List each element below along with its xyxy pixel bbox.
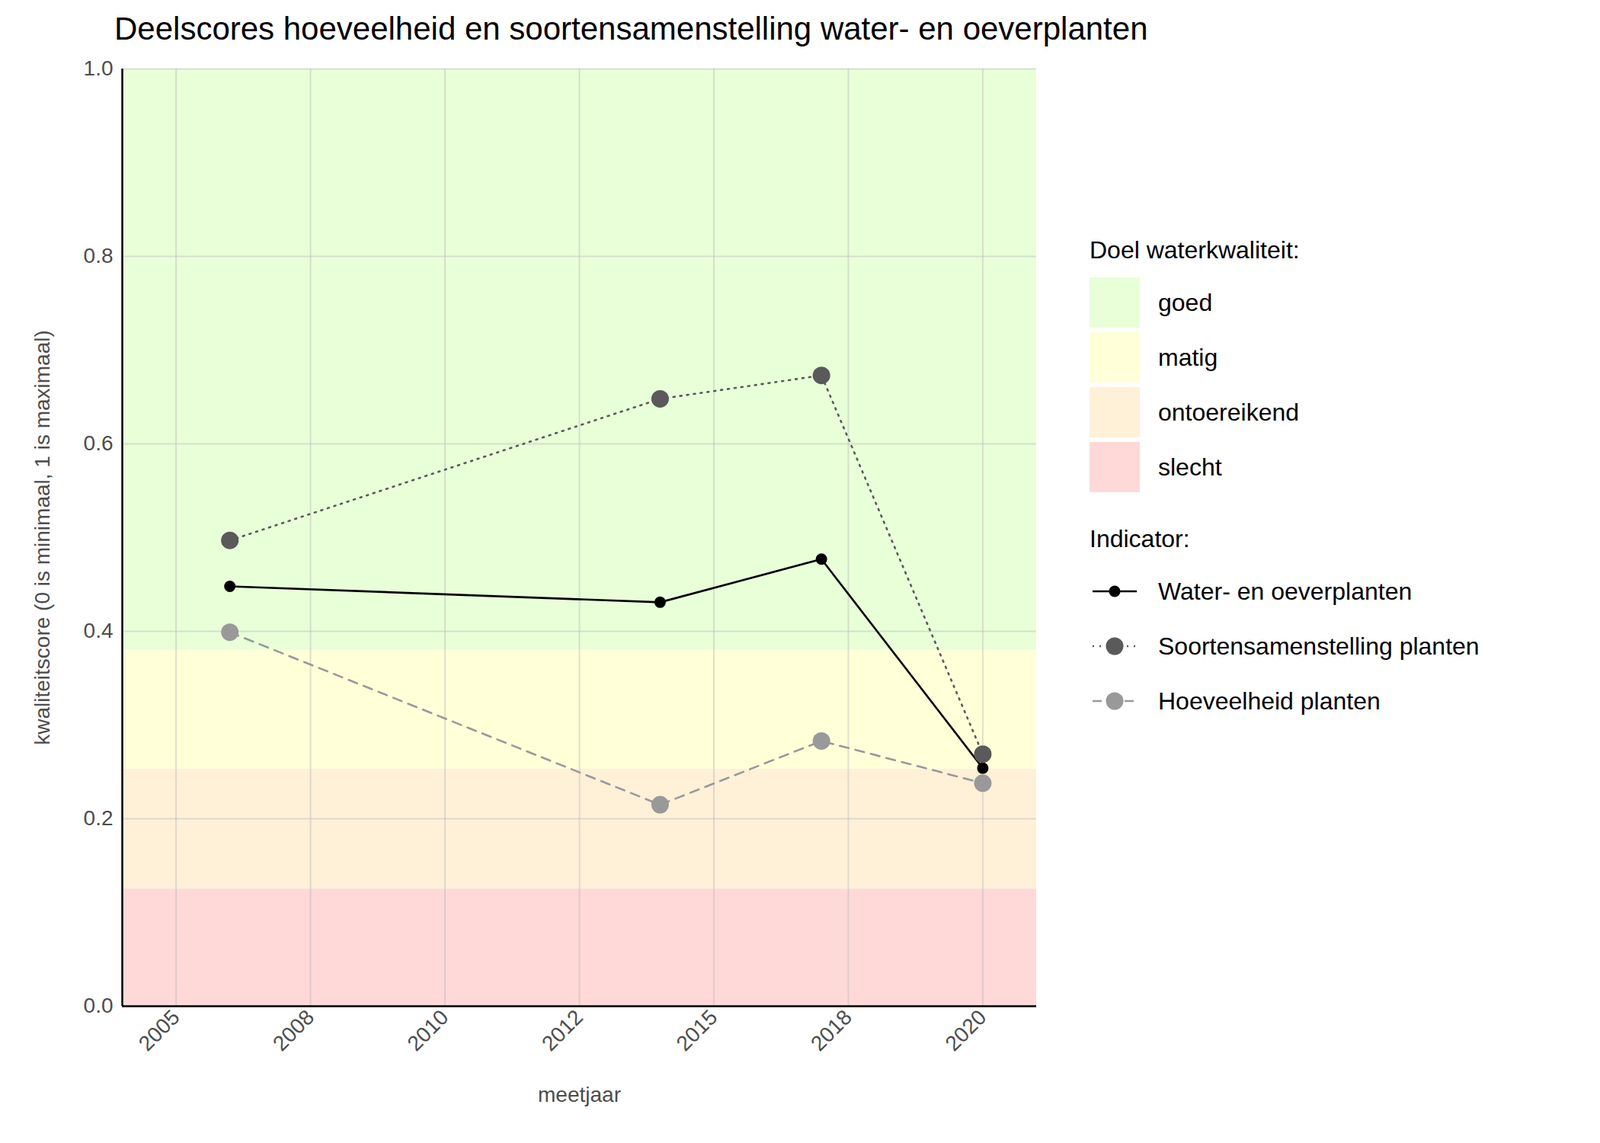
svg-text:meetjaar: meetjaar xyxy=(537,1082,621,1107)
html-text:ontoereikend: ontoereikend xyxy=(1158,398,1300,426)
svg-text:kwaliteitscore (0 is minimaal,: kwaliteitscore (0 is minimaal, 1 is maxi… xyxy=(30,329,55,746)
svg-text:0.6: 0.6 xyxy=(83,431,114,455)
html-text:goed: goed xyxy=(1158,288,1213,316)
svg-text:0.0: 0.0 xyxy=(83,993,114,1018)
html-text:Indicator:: Indicator: xyxy=(1089,524,1190,553)
svg-text:2005: 2005 xyxy=(134,1004,185,1056)
html-text:matig: matig xyxy=(1158,343,1218,371)
html-text:Soortensamenstelling planten: Soortensamenstelling planten xyxy=(1158,632,1480,660)
svg-text:2010: 2010 xyxy=(403,1004,454,1056)
svg-text:0.8: 0.8 xyxy=(83,243,114,268)
svg-text:1.0: 1.0 xyxy=(83,56,114,80)
svg-text:0.2: 0.2 xyxy=(83,806,114,830)
html-text:Hoeveelheid planten: Hoeveelheid planten xyxy=(1158,686,1381,715)
svg-text:2020: 2020 xyxy=(940,1004,992,1056)
html-text:slecht: slecht xyxy=(1158,452,1222,481)
svg-text:2012: 2012 xyxy=(537,1004,588,1056)
svg-text:2015: 2015 xyxy=(672,1004,723,1056)
html-text:Doel waterkwaliteit:: Doel waterkwaliteit: xyxy=(1089,236,1300,264)
svg-text:2018: 2018 xyxy=(806,1004,857,1056)
html-text:Water- en oeverplanten: Water- en oeverplanten xyxy=(1158,577,1412,605)
html-text:Deelscores hoeveelheid en soor: Deelscores hoeveelheid en soortensamenst… xyxy=(114,10,1148,47)
svg-text:0.4: 0.4 xyxy=(83,618,114,643)
svg-text:2008: 2008 xyxy=(268,1004,319,1056)
